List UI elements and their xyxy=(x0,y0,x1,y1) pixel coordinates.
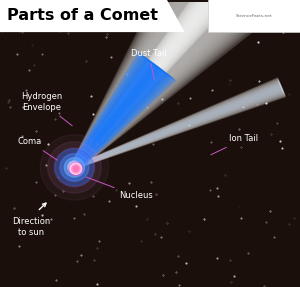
Polygon shape xyxy=(74,0,222,168)
Polygon shape xyxy=(73,0,233,168)
Polygon shape xyxy=(74,0,230,168)
Polygon shape xyxy=(71,57,170,170)
Polygon shape xyxy=(70,53,175,170)
Polygon shape xyxy=(72,58,168,169)
Polygon shape xyxy=(71,0,259,170)
Polygon shape xyxy=(71,0,260,170)
Circle shape xyxy=(69,162,80,172)
Polygon shape xyxy=(74,81,284,168)
Polygon shape xyxy=(71,54,173,170)
Polygon shape xyxy=(72,0,253,169)
Polygon shape xyxy=(74,0,224,168)
Polygon shape xyxy=(74,80,284,169)
Polygon shape xyxy=(73,0,235,169)
Polygon shape xyxy=(74,78,285,169)
Polygon shape xyxy=(74,0,228,168)
Polygon shape xyxy=(73,61,164,169)
Polygon shape xyxy=(70,54,174,170)
Text: ScienceFacts.net: ScienceFacts.net xyxy=(236,14,273,18)
Text: Hydrogen
Envelope: Hydrogen Envelope xyxy=(21,92,72,126)
Polygon shape xyxy=(0,0,184,32)
Polygon shape xyxy=(74,82,284,168)
Polygon shape xyxy=(74,79,285,169)
Polygon shape xyxy=(72,0,257,170)
Polygon shape xyxy=(71,0,264,170)
Polygon shape xyxy=(72,0,251,169)
Text: Direction
to sun: Direction to sun xyxy=(12,217,50,236)
Polygon shape xyxy=(72,57,169,169)
Circle shape xyxy=(48,142,101,193)
Circle shape xyxy=(70,163,82,174)
Polygon shape xyxy=(73,0,241,168)
Polygon shape xyxy=(72,59,166,169)
Polygon shape xyxy=(71,0,262,170)
Circle shape xyxy=(64,158,85,177)
Polygon shape xyxy=(74,79,285,169)
Circle shape xyxy=(73,166,79,171)
Polygon shape xyxy=(74,64,160,168)
Polygon shape xyxy=(74,0,228,168)
Polygon shape xyxy=(74,83,284,168)
Text: Coma: Coma xyxy=(18,137,57,160)
Text: Nucleus: Nucleus xyxy=(86,177,153,200)
Polygon shape xyxy=(73,0,244,169)
Circle shape xyxy=(71,164,78,171)
Text: Ion Tail: Ion Tail xyxy=(211,134,258,155)
Polygon shape xyxy=(71,56,171,170)
Circle shape xyxy=(54,148,95,187)
Polygon shape xyxy=(74,0,227,168)
Polygon shape xyxy=(74,82,284,168)
Polygon shape xyxy=(74,78,285,169)
Polygon shape xyxy=(73,0,237,168)
Circle shape xyxy=(40,135,109,200)
Polygon shape xyxy=(74,65,159,168)
Circle shape xyxy=(72,165,80,173)
Polygon shape xyxy=(73,0,242,169)
Polygon shape xyxy=(74,83,283,168)
Circle shape xyxy=(59,153,89,182)
Polygon shape xyxy=(74,84,283,168)
Text: Dust Tail: Dust Tail xyxy=(131,49,167,79)
Polygon shape xyxy=(74,63,161,168)
Polygon shape xyxy=(73,0,236,168)
Polygon shape xyxy=(74,0,226,168)
Polygon shape xyxy=(72,59,167,169)
Circle shape xyxy=(60,154,89,181)
Polygon shape xyxy=(74,81,284,168)
Polygon shape xyxy=(73,0,232,168)
Polygon shape xyxy=(73,0,230,168)
Text: Parts of a Comet: Parts of a Comet xyxy=(8,8,158,23)
Polygon shape xyxy=(73,62,163,168)
Circle shape xyxy=(68,161,81,174)
Polygon shape xyxy=(73,61,164,168)
Polygon shape xyxy=(70,52,176,170)
Polygon shape xyxy=(73,0,234,168)
Polygon shape xyxy=(208,0,300,32)
Polygon shape xyxy=(74,63,162,168)
Polygon shape xyxy=(71,55,172,170)
Polygon shape xyxy=(72,0,246,169)
Polygon shape xyxy=(74,84,283,168)
Polygon shape xyxy=(71,0,266,170)
Circle shape xyxy=(55,149,94,186)
Polygon shape xyxy=(74,0,225,168)
Polygon shape xyxy=(74,0,232,168)
Polygon shape xyxy=(72,0,255,169)
Polygon shape xyxy=(74,85,283,168)
Polygon shape xyxy=(72,0,248,169)
Polygon shape xyxy=(74,0,229,168)
Polygon shape xyxy=(73,60,165,169)
Polygon shape xyxy=(74,0,234,168)
Polygon shape xyxy=(72,0,250,169)
Polygon shape xyxy=(73,0,239,168)
